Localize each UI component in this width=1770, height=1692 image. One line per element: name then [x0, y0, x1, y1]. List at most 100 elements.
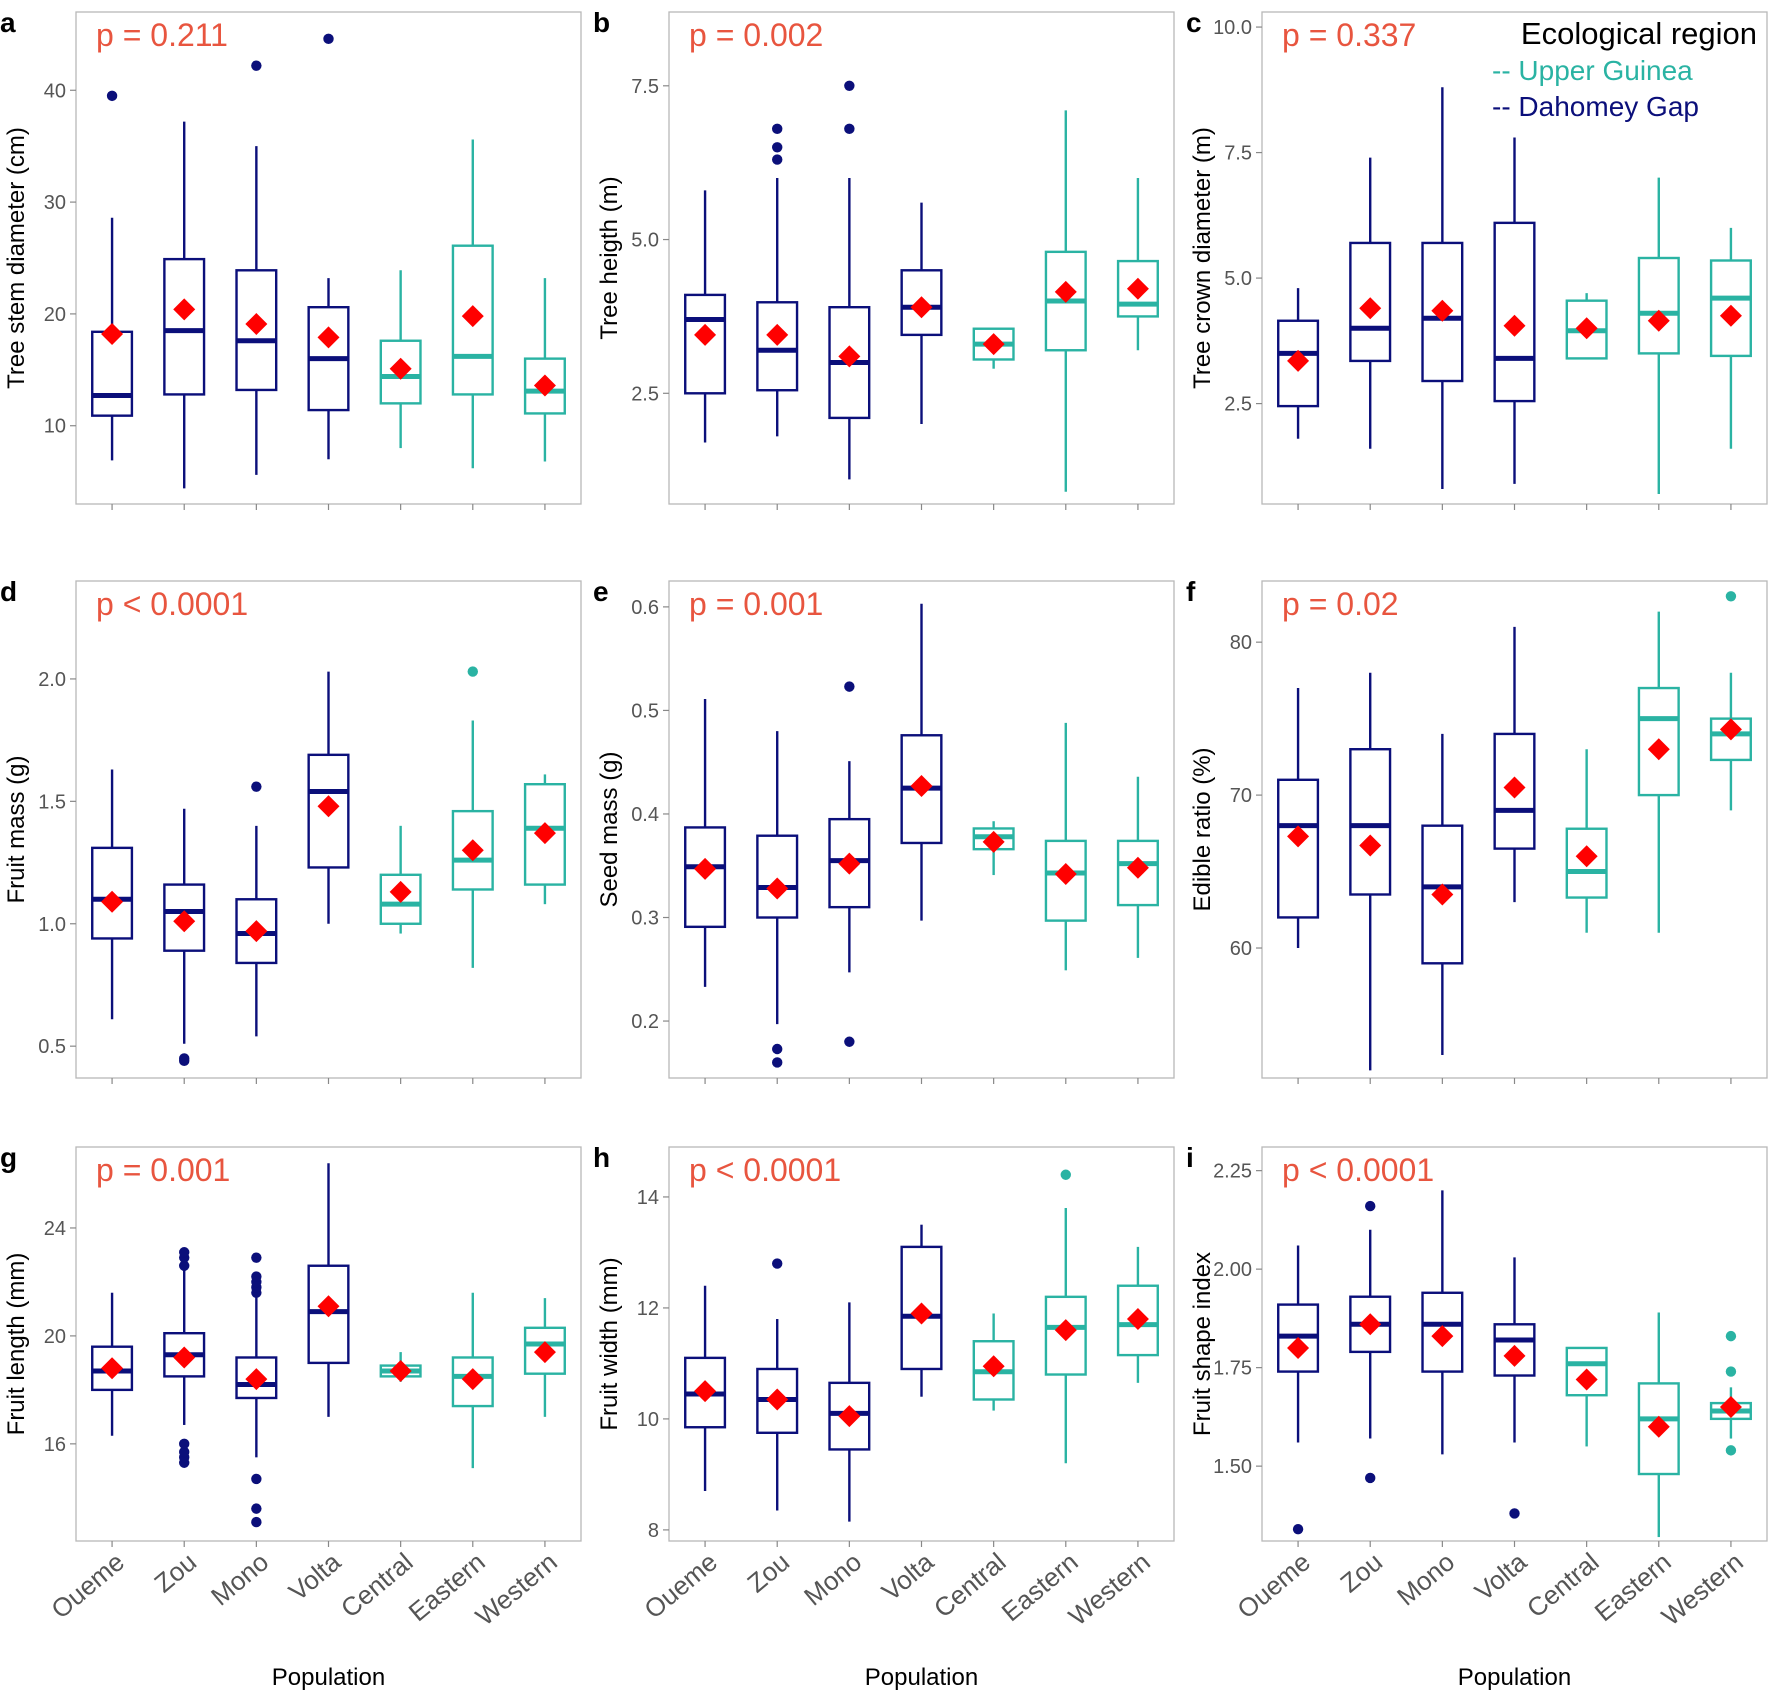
iqr-box — [163, 257, 206, 396]
iqr-box — [307, 1264, 350, 1365]
x-tick-label: Oueme — [45, 1547, 130, 1625]
panel-letter: h — [593, 1142, 610, 1173]
outlier-point — [772, 1043, 783, 1055]
iqr-box — [900, 1245, 943, 1371]
x-tick-label: Mono — [1391, 1547, 1460, 1612]
y-tick-label: 30 — [44, 192, 66, 214]
outlier-point — [1060, 1169, 1071, 1180]
iqr-box — [1493, 221, 1536, 403]
outlier-point — [251, 781, 262, 792]
y-tick-label: 12 — [637, 1298, 659, 1320]
mean-marker — [1719, 718, 1742, 741]
panel-letter: d — [0, 576, 17, 607]
legend-item-dahomey-gap: -- Dahomey Gap — [1492, 91, 1699, 122]
mean-marker — [389, 880, 412, 903]
box-volta: Volta — [283, 1163, 350, 1607]
mean-marker — [317, 795, 340, 818]
mean-marker — [533, 374, 556, 397]
outlier-point — [772, 142, 783, 153]
y-tick-label: 0.3 — [631, 908, 659, 930]
box-mono: Mono — [1391, 1190, 1464, 1612]
iqr-box — [828, 817, 871, 909]
x-tick-label: Western — [470, 1547, 563, 1632]
mean-marker — [101, 890, 124, 913]
mean-marker — [101, 1357, 124, 1380]
y-tick-label: 2.25 — [1213, 1161, 1252, 1183]
mean-marker — [1719, 1396, 1742, 1419]
outlier-point — [1725, 1366, 1737, 1377]
x-tick-label: Zou — [741, 1547, 795, 1599]
iqr-box — [451, 244, 494, 396]
panel-border — [1261, 1146, 1768, 1542]
y-tick-label: 60 — [1230, 938, 1252, 960]
box-volta — [1493, 626, 1536, 1084]
box-volta — [307, 33, 350, 510]
iqr-box — [1565, 1346, 1608, 1397]
box-central — [379, 825, 422, 1084]
iqr-box — [1421, 241, 1464, 383]
mean-marker — [1359, 1313, 1382, 1336]
y-axis-title: Edible ratio (%) — [1189, 747, 1216, 911]
y-tick-label: 0.2 — [631, 1011, 659, 1033]
box-mono: Mono — [798, 1302, 871, 1612]
iqr-box — [756, 301, 799, 392]
mean-marker — [461, 1368, 484, 1391]
outlier-point — [179, 1446, 190, 1458]
mean-marker — [766, 323, 789, 346]
mean-marker — [173, 298, 196, 321]
mean-marker — [694, 323, 717, 346]
x-tick-label: Zou — [148, 1547, 202, 1599]
iqr-box — [523, 357, 566, 415]
y-tick-label: 5.0 — [1224, 268, 1252, 290]
box-zou: Zou — [148, 1247, 206, 1599]
y-tick-label: 0.6 — [631, 597, 659, 619]
x-tick-label: Oueme — [638, 1547, 723, 1625]
box-western: Western — [1656, 1330, 1752, 1632]
box-eastern — [1044, 722, 1087, 1084]
mean-marker — [461, 305, 484, 328]
mean-marker — [1503, 776, 1526, 799]
y-tick-label: 2.5 — [631, 383, 659, 405]
mean-marker — [1287, 349, 1310, 372]
box-zou: Zou — [741, 1258, 799, 1599]
box-western — [1709, 227, 1752, 510]
p-value-label: p < 0.0001 — [689, 1152, 841, 1188]
mean-marker — [1647, 309, 1670, 332]
y-tick-label: 20 — [44, 304, 66, 326]
outlier-point — [179, 1260, 190, 1271]
outlier-point — [251, 1503, 262, 1514]
mean-marker — [389, 357, 412, 380]
outlier-point — [251, 1271, 262, 1282]
mean-marker — [1431, 1325, 1454, 1348]
mean-marker — [317, 1295, 340, 1318]
box-zou — [756, 731, 799, 1084]
box-central — [1565, 293, 1608, 510]
y-tick-label: 40 — [44, 80, 66, 102]
outlier-point — [772, 154, 783, 165]
y-axis-title: Tree stem diameter (cm) — [3, 127, 30, 389]
mean-marker — [101, 323, 124, 346]
box-mono — [828, 80, 871, 510]
y-tick-label: 20 — [44, 1326, 66, 1348]
iqr-box — [1349, 241, 1392, 363]
panel-letter: c — [1186, 7, 1202, 38]
iqr-box — [451, 1356, 494, 1408]
x-tick-label: Central — [335, 1547, 418, 1624]
x-tick-label: Central — [1521, 1547, 1604, 1624]
box-oueme — [1277, 288, 1320, 510]
panel-letter: e — [593, 576, 609, 607]
mean-marker — [910, 296, 933, 319]
box-eastern — [1637, 177, 1680, 510]
box-oueme: Oueme — [638, 1285, 727, 1625]
iqr-box — [1116, 1284, 1159, 1357]
mean-marker — [1054, 863, 1077, 886]
mean-marker — [1126, 856, 1149, 879]
box-volta — [307, 671, 350, 1084]
x-tick-label: Mono — [798, 1547, 867, 1612]
box-eastern — [1637, 611, 1680, 1084]
y-tick-label: 0.4 — [631, 804, 659, 826]
iqr-box — [1044, 1295, 1087, 1376]
legend-title: Ecological region — [1521, 16, 1757, 51]
box-central — [972, 327, 1015, 510]
